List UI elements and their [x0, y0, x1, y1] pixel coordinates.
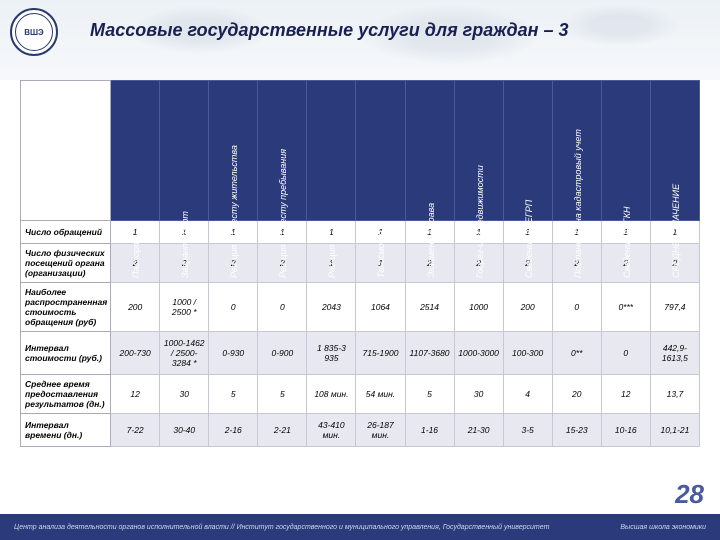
- table-cell: 0: [601, 332, 650, 375]
- data-table-wrap: Паспорт Загранпаспорт Рег-ция по месту ж…: [20, 80, 700, 447]
- table-cell: 5: [258, 375, 307, 414]
- table-cell: 54 мин.: [356, 375, 405, 414]
- col-header: Сведения из ЕГРП: [503, 81, 552, 221]
- table-row: Наиболее распространенная стоимость обра…: [21, 283, 700, 332]
- row-header: Интервал времени (дн.): [21, 414, 111, 447]
- table-cell: 200: [111, 283, 160, 332]
- col-header: Рег-ция по месту жительства: [209, 81, 258, 221]
- table-cell: 0-930: [209, 332, 258, 375]
- col-header: Техосмотр: [356, 81, 405, 221]
- col-header: Сведения из ГКН: [601, 81, 650, 221]
- col-header: СРЕДНЕЕ ЗНАЧЕНИЕ: [650, 81, 699, 221]
- table-cell: 1000 / 2500 *: [160, 283, 209, 332]
- table-cell: 1000: [454, 283, 503, 332]
- footer-right: Высшая школа экономики: [620, 524, 706, 531]
- table-cell: 4: [503, 375, 552, 414]
- table-row: Среднее время предоставления результатов…: [21, 375, 700, 414]
- table-cell: 13,7: [650, 375, 699, 414]
- table-row: Интервал времени (дн.)7-2230-402-162-214…: [21, 414, 700, 447]
- logo-inner: ВШЭ: [15, 13, 53, 51]
- table-row: Число физических посещений органа (орган…: [21, 244, 700, 283]
- corner-cell: [21, 81, 111, 221]
- table-cell: 0: [209, 283, 258, 332]
- table-cell: 7-22: [111, 414, 160, 447]
- footer-left: Центр анализа деятельности органов испол…: [14, 524, 549, 531]
- table-cell: 3-5: [503, 414, 552, 447]
- logo: ВШЭ: [10, 8, 58, 56]
- col-header: Паспорт: [111, 81, 160, 221]
- table-cell: 108 мин.: [307, 375, 356, 414]
- table-cell: 1000-3000: [454, 332, 503, 375]
- table-cell: 43-410 мин.: [307, 414, 356, 447]
- table-cell: 15-23: [552, 414, 601, 447]
- table-cell: 0**: [552, 332, 601, 375]
- table-cell: 200-730: [111, 332, 160, 375]
- table-cell: 0-900: [258, 332, 307, 375]
- table-cell: 10,1-21: [650, 414, 699, 447]
- footer-bar: Центр анализа деятельности органов испол…: [0, 514, 720, 540]
- col-header: Экзамен на права: [405, 81, 454, 221]
- col-header: Госрег-ция недвижимости: [454, 81, 503, 221]
- col-header: Постановка на кадастровый учет: [552, 81, 601, 221]
- table-cell: 5: [209, 375, 258, 414]
- table-cell: 2-16: [209, 414, 258, 447]
- table-cell: 0***: [601, 283, 650, 332]
- page-title: Массовые государственные услуги для граж…: [90, 20, 569, 41]
- table-cell: 0: [552, 283, 601, 332]
- page-number: 28: [675, 479, 704, 510]
- row-header: Наиболее распространенная стоимость обра…: [21, 283, 111, 332]
- table-body: Число обращений111111111111Число физичес…: [21, 221, 700, 447]
- table-cell: 1107-3680: [405, 332, 454, 375]
- table-cell: 0: [258, 283, 307, 332]
- col-header: Рег-ция по месту пребывания: [258, 81, 307, 221]
- row-header: Интервал стоимости (руб.): [21, 332, 111, 375]
- table-cell: 100-300: [503, 332, 552, 375]
- row-header: Число физических посещений органа (орган…: [21, 244, 111, 283]
- table-cell: 2043: [307, 283, 356, 332]
- table-cell: 26-187 мин.: [356, 414, 405, 447]
- row-header: Среднее время предоставления результатов…: [21, 375, 111, 414]
- table-cell: 1000-1462 / 2500-3284 *: [160, 332, 209, 375]
- table-row: Число обращений111111111111: [21, 221, 700, 244]
- col-header: Рег-ция ТС: [307, 81, 356, 221]
- table-cell: 2514: [405, 283, 454, 332]
- table-cell: 442,9-1613,5: [650, 332, 699, 375]
- col-header: Загранпаспорт: [160, 81, 209, 221]
- table-cell: 21-30: [454, 414, 503, 447]
- data-table: Паспорт Загранпаспорт Рег-ция по месту ж…: [20, 80, 700, 447]
- table-cell: 30: [454, 375, 503, 414]
- table-row: Интервал стоимости (руб.)200-7301000-146…: [21, 332, 700, 375]
- table-cell: 200: [503, 283, 552, 332]
- table-cell: 12: [601, 375, 650, 414]
- row-header: Число обращений: [21, 221, 111, 244]
- table-cell: 1 835-3 935: [307, 332, 356, 375]
- table-cell: 5: [405, 375, 454, 414]
- table-cell: 715-1900: [356, 332, 405, 375]
- table-cell: 2-21: [258, 414, 307, 447]
- table-cell: 1064: [356, 283, 405, 332]
- table-cell: 30-40: [160, 414, 209, 447]
- table-cell: 1-16: [405, 414, 454, 447]
- table-cell: 10-16: [601, 414, 650, 447]
- table-cell: 30: [160, 375, 209, 414]
- table-header-row: Паспорт Загранпаспорт Рег-ция по месту ж…: [21, 81, 700, 221]
- table-cell: 797,4: [650, 283, 699, 332]
- table-cell: 20: [552, 375, 601, 414]
- table-cell: 12: [111, 375, 160, 414]
